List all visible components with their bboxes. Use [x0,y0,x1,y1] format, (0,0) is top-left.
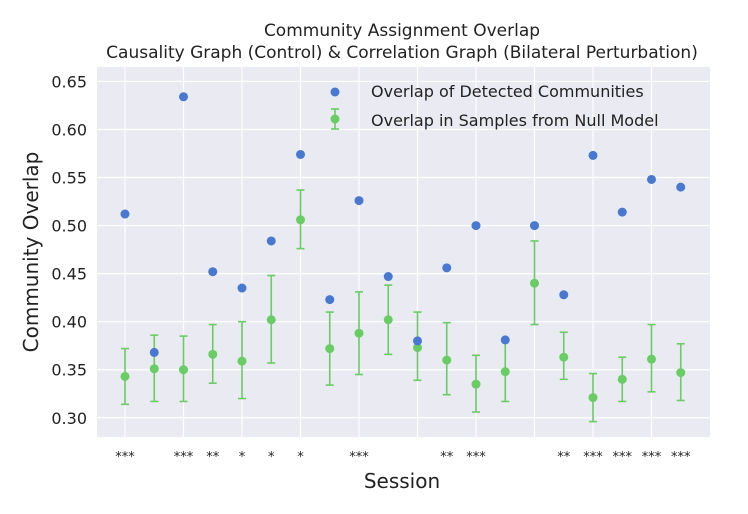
detected-point [179,92,188,102]
significance-label: *** [671,450,691,465]
null-model-point [325,344,335,354]
detected-point [354,196,364,206]
null-model-point [676,368,686,378]
detected-point [413,336,422,346]
null-model-point [530,278,539,288]
detected-point [120,209,130,219]
y-tick-label: 0.65 [51,72,87,91]
y-tick-label: 0.35 [51,361,87,380]
null-model-point [120,371,130,381]
detected-point [588,150,598,160]
y-tick-labels: 0.30 0.35 0.40 0.45 0.50 0.55 0.60 0.65 [51,72,87,427]
significance-label: * [239,450,246,465]
legend-label-null: Overlap in Samples from Null Model [371,111,659,130]
y-tick-label: 0.40 [51,313,87,332]
null-model-point [500,367,510,377]
null-model-point [588,393,598,403]
detected-point [325,295,335,305]
significance-label: *** [174,450,194,465]
null-model-point [471,379,481,389]
null-model-point [237,356,247,366]
null-model-point [383,315,393,325]
significance-label: ** [440,450,454,465]
significance-label: *** [466,450,486,465]
detected-point [647,174,656,184]
null-model-point [559,352,569,362]
legend-label-detected: Overlap of Detected Communities [371,82,644,101]
detected-point [676,182,686,192]
legend-marker-detected [330,87,340,97]
detected-point [237,283,247,293]
null-model-point [354,328,364,338]
plot-background [97,67,710,437]
detected-point [559,290,569,300]
y-tick-label: 0.30 [51,409,87,428]
significance-label: * [297,450,304,465]
significance-label: *** [613,450,633,465]
detected-point [617,207,627,217]
null-model-point [149,364,159,374]
significance-label: *** [583,450,603,465]
y-tick-label: 0.55 [51,169,87,188]
null-model-point [442,355,452,365]
null-model-point [617,374,627,384]
significance-label: ** [206,450,220,465]
y-axis-label: Community Overlap [19,152,43,353]
null-model-point [208,349,218,359]
null-model-point [179,365,188,375]
y-tick-label: 0.50 [51,217,87,236]
detected-point [471,221,481,231]
chart-title: Community Assignment Overlap [264,21,540,41]
null-model-point [647,354,656,364]
detected-point [500,335,510,345]
detected-point [383,272,393,282]
chart-subtitle: Causality Graph (Control) & Correlation … [106,43,698,63]
null-model-point [296,215,305,225]
legend: Overlap of Detected Communities Overlap … [330,82,659,130]
significance-label: *** [349,450,369,465]
null-model-point [413,343,422,353]
detected-point [296,149,305,159]
significance-label: *** [115,450,135,465]
legend-marker-null [330,108,340,130]
null-model-point [266,315,276,325]
data-points [120,92,686,403]
y-tick-label: 0.45 [51,265,87,284]
detected-point [149,347,159,357]
detected-point [208,267,218,277]
significance-label: *** [642,450,662,465]
significance-label: ** [557,450,571,465]
x-axis-label: Session [364,469,440,493]
detected-point [266,236,276,246]
detected-point [442,263,452,273]
y-tick-label: 0.60 [51,120,87,139]
significance-label: * [268,450,275,465]
detected-point [530,221,539,231]
significance-labels: *** *** ** * * * *** ** *** ** *** *** *** *** [115,450,691,465]
